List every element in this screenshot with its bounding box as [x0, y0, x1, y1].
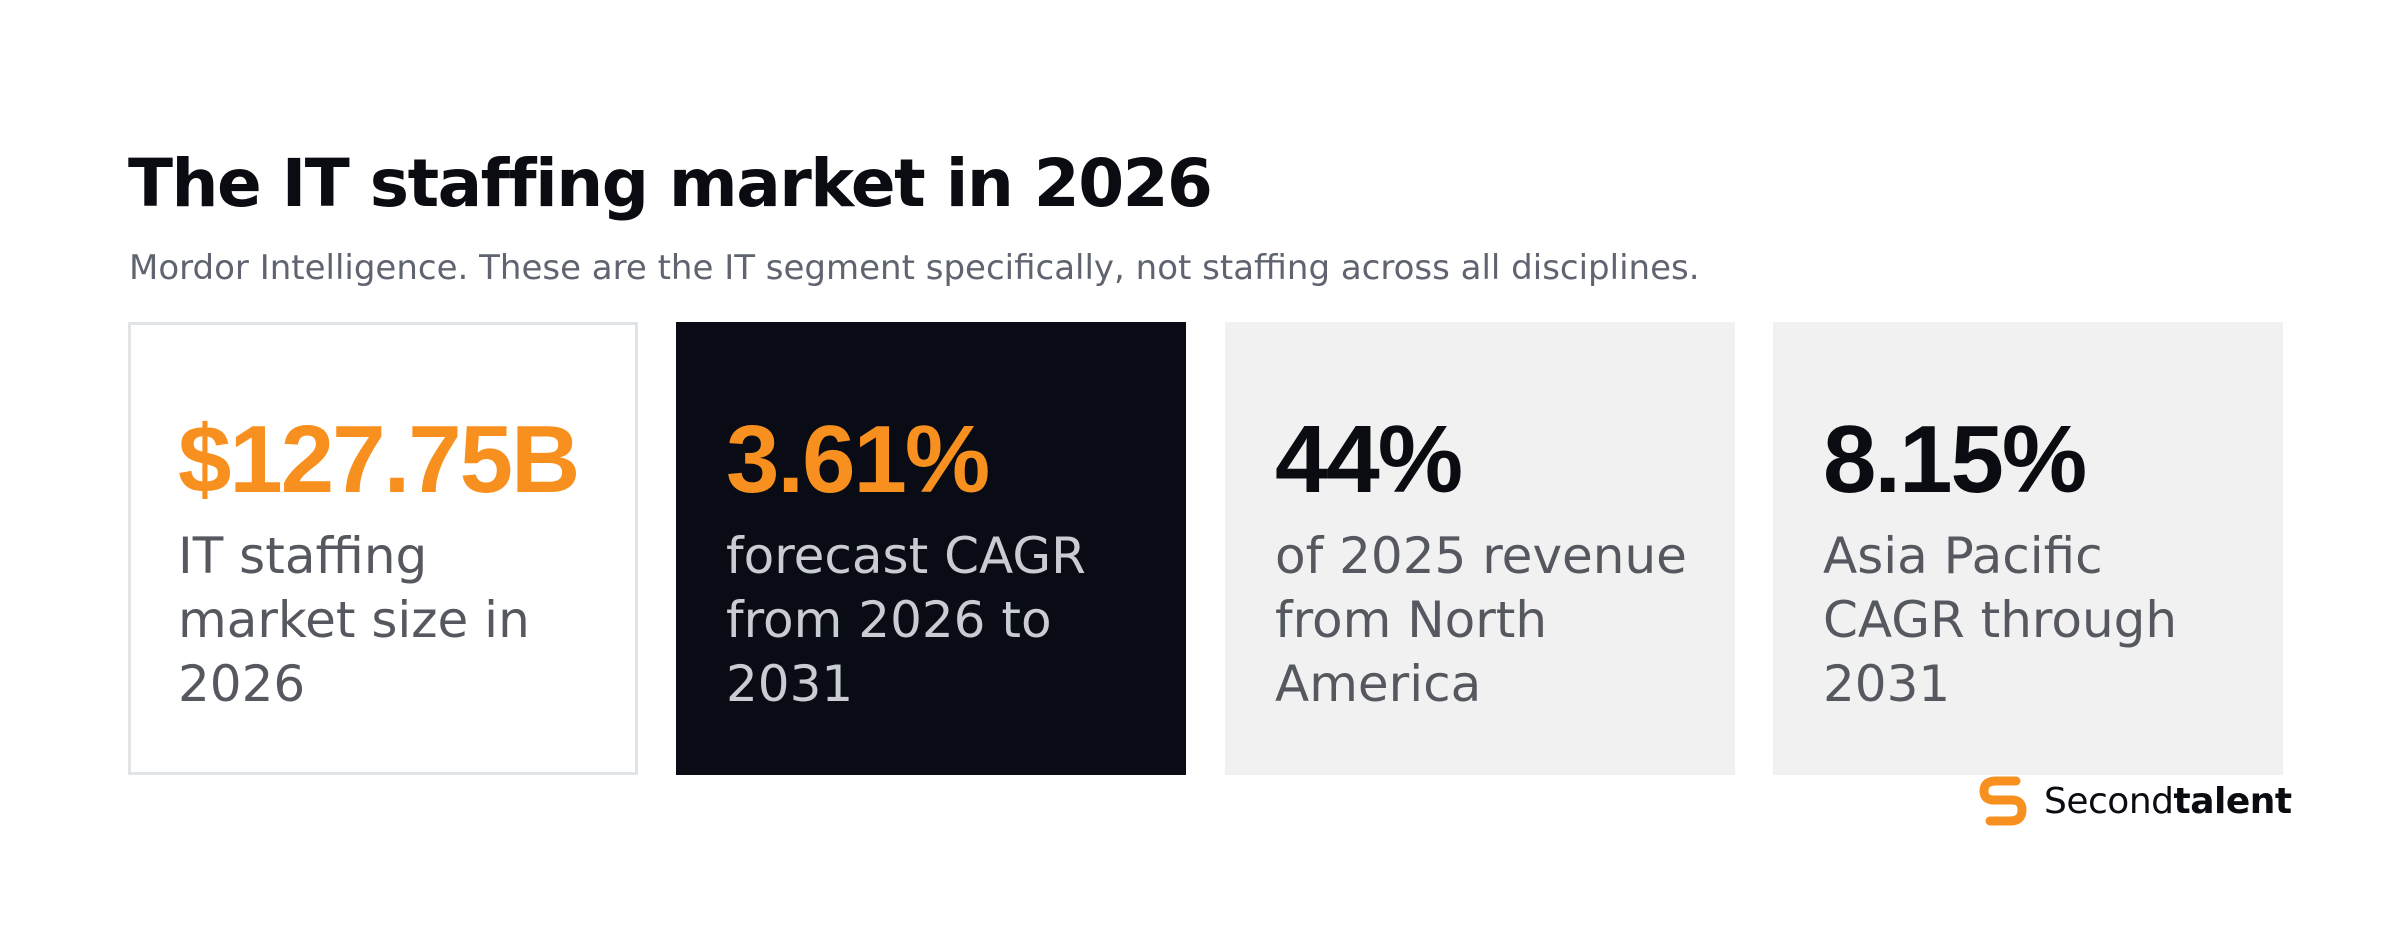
stat-label: Asia Pacific CAGR through 2031 [1823, 527, 2178, 713]
secondtalent-logo-icon [1979, 776, 2027, 826]
page-subtitle: Mordor Intelligence. These are the IT se… [129, 248, 1700, 288]
stat-label: forecast CAGR from 2026 to 2031 [726, 527, 1086, 713]
page-title: The IT staffing market in 2026 [128, 145, 1213, 222]
stat-card-north-america: 44% of 2025 revenue from North America [1225, 322, 1735, 775]
brand-name: Secondtalent [2044, 780, 2292, 822]
stat-cards: $127.75B IT staffing market size in 2026… [128, 322, 2283, 775]
stat-value: 8.15% [1823, 406, 2087, 513]
stat-card-forecast-cagr: 3.61% forecast CAGR from 2026 to 2031 [676, 322, 1186, 775]
stat-card-market-size: $127.75B IT staffing market size in 2026 [128, 322, 638, 775]
stat-value: 44% [1275, 406, 1463, 513]
stat-value: 3.61% [726, 406, 990, 513]
stat-value: $127.75B [178, 406, 580, 513]
brand-logo: Secondtalent [1976, 773, 2292, 829]
stat-label: IT staffing market size in 2026 [178, 527, 530, 713]
stat-label: of 2025 revenue from North America [1275, 527, 1687, 713]
stat-card-asia-pacific: 8.15% Asia Pacific CAGR through 2031 [1773, 322, 2283, 775]
